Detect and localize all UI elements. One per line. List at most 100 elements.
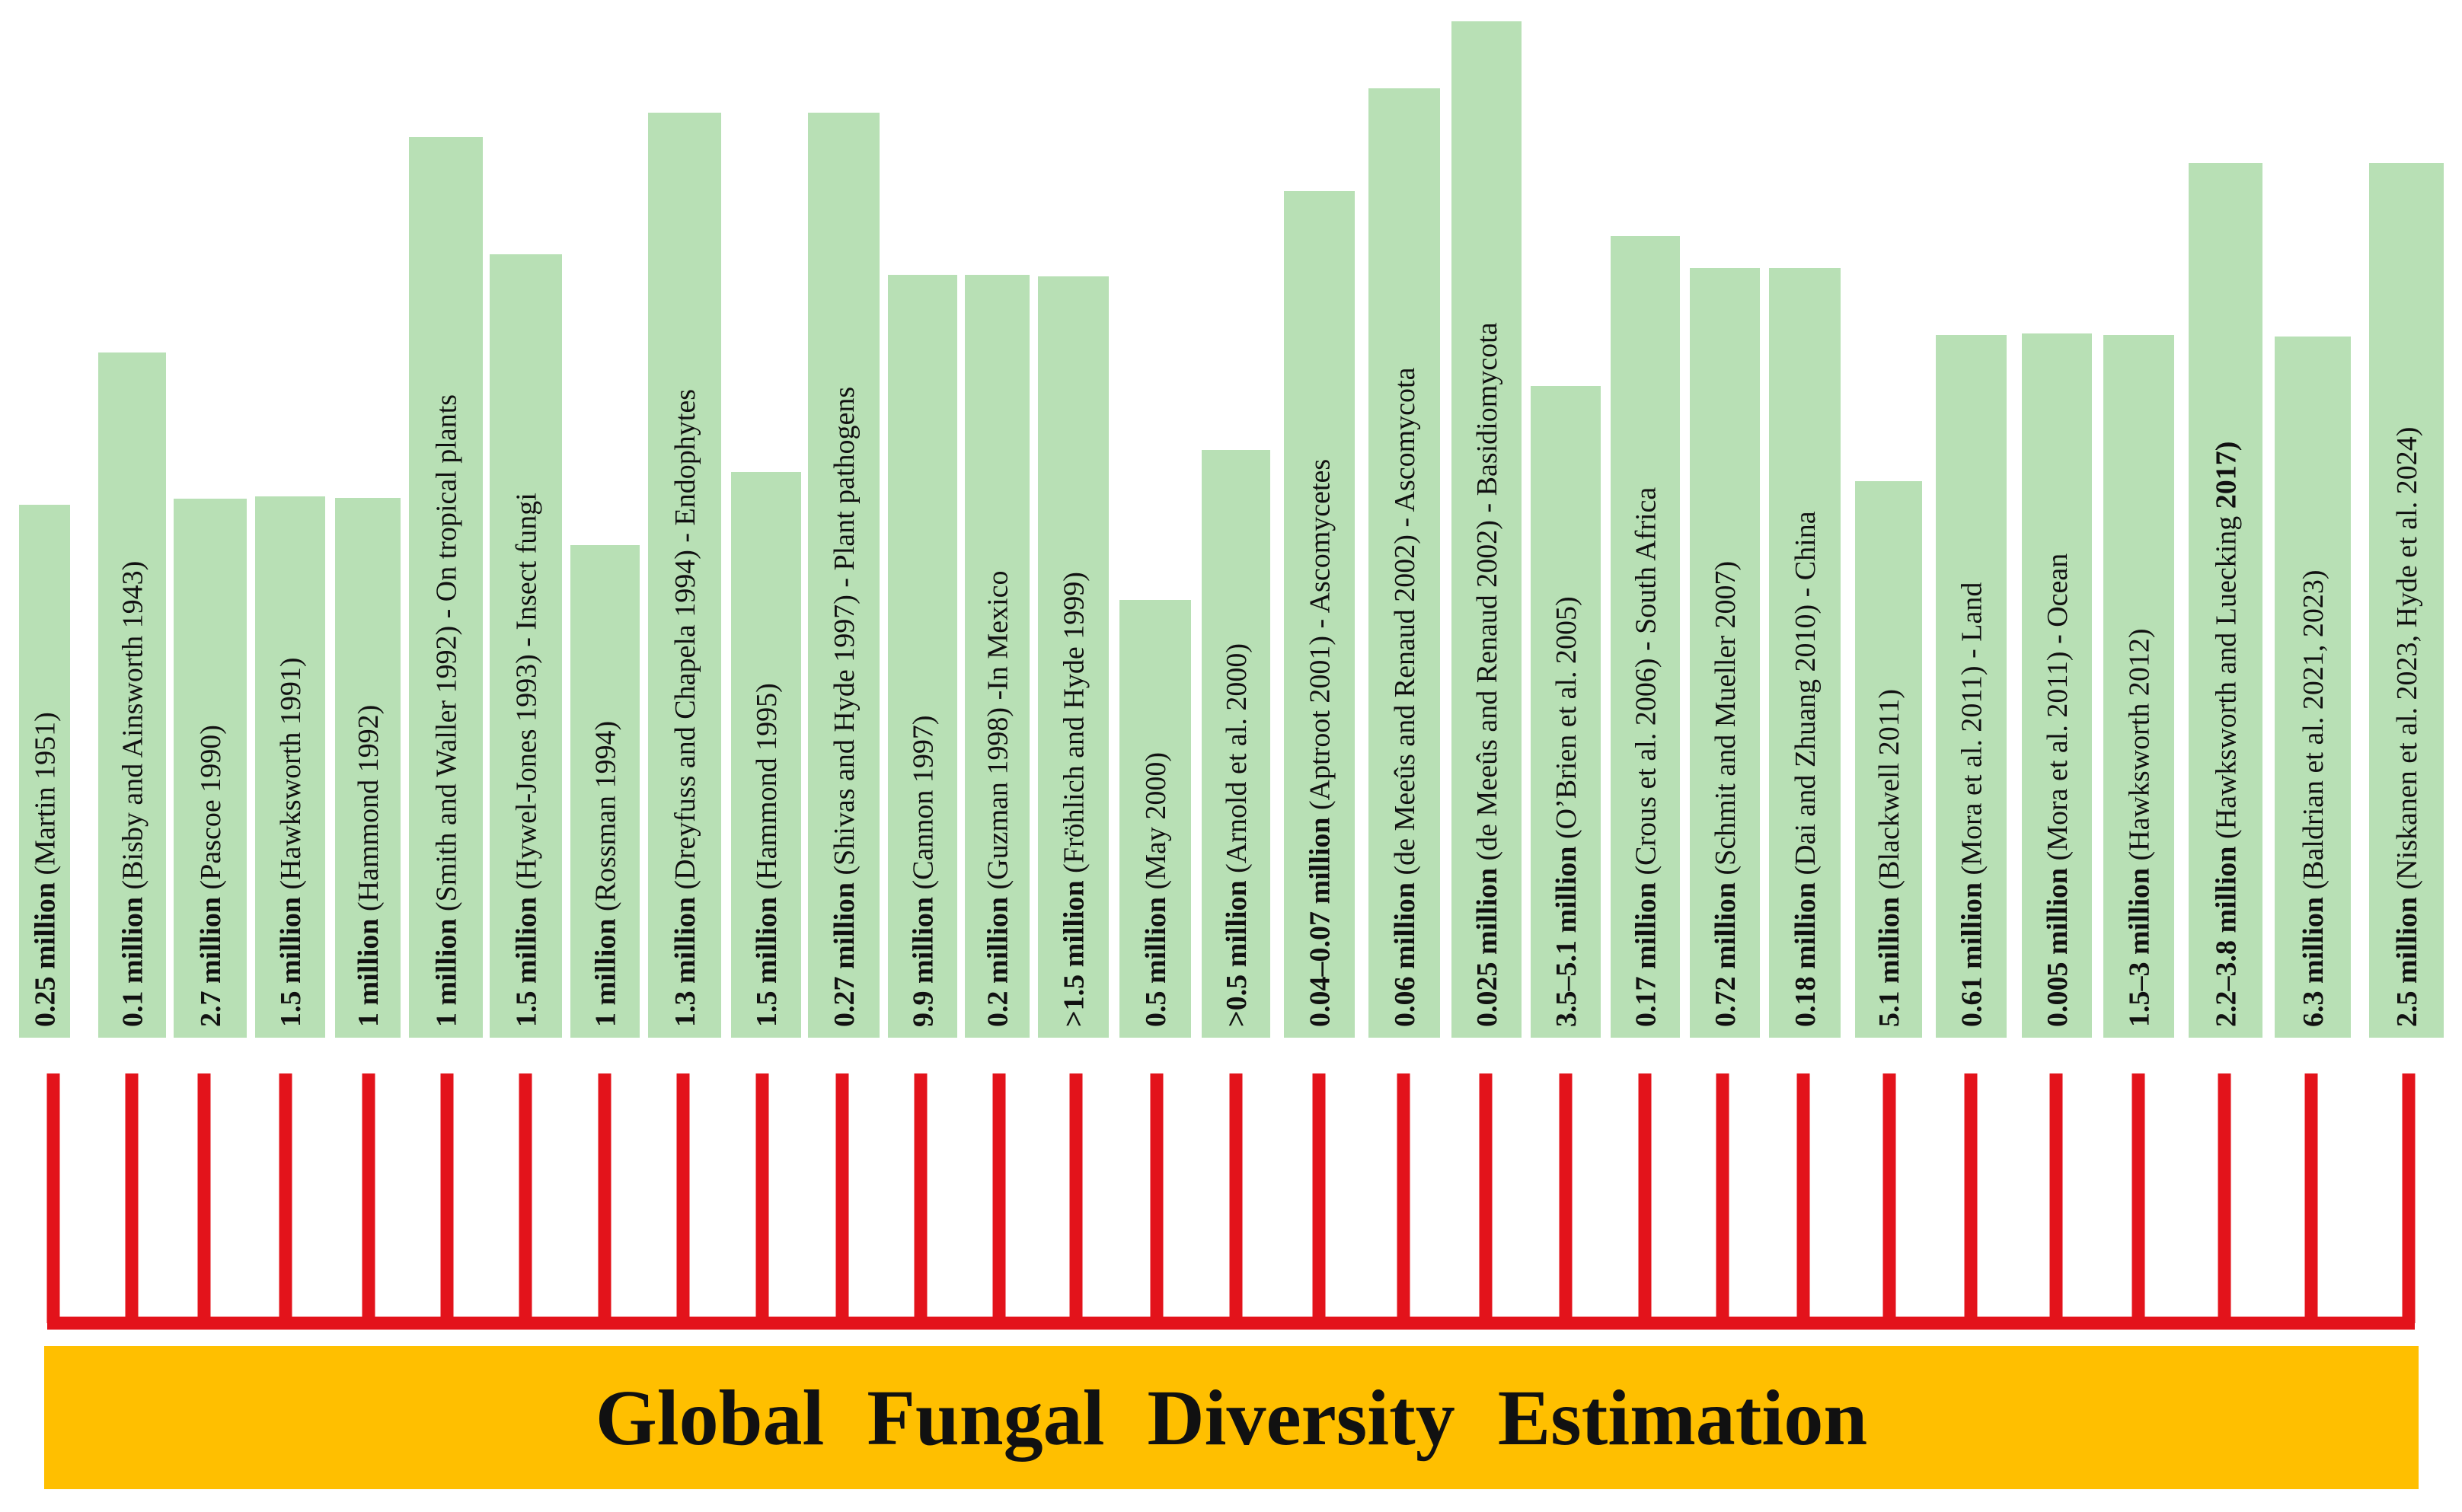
estimate-bar-box bbox=[570, 545, 640, 1038]
estimate-source: (Dreyfuss and Chapela 1994) - Endophytes bbox=[669, 389, 701, 897]
estimate-bar-box bbox=[731, 472, 801, 1038]
estimate-bar: 0.72 million (Schmit and Mueller 2007) bbox=[1690, 268, 1760, 1038]
estimate-bar: 0.06 million (de Meeûs and Renaud 2002) … bbox=[1368, 88, 1440, 1038]
estimate-source: (Schmit and Mueller 2007) bbox=[1710, 561, 1742, 882]
estimate-value: 1.3 million bbox=[669, 897, 701, 1027]
estimate-value: 0.2 million bbox=[982, 897, 1014, 1027]
estimate-value: 0.5 million bbox=[1140, 897, 1172, 1027]
estimate-label: 9.9 million (Cannon 1997) bbox=[908, 715, 940, 1027]
estimate-bar: 1.5–3 million (Hawksworth 2012) bbox=[2103, 335, 2174, 1038]
estimate-value: 0.04–0.07 million bbox=[1304, 817, 1336, 1027]
estimate-label: 2.7 million (Pascoe 1990) bbox=[195, 725, 227, 1027]
estimate-label: 0.06 million (de Meeûs and Renaud 2002) … bbox=[1389, 367, 1421, 1027]
estimate-bar-box bbox=[1119, 600, 1191, 1038]
estimate-source: (Guzman 1998) -In Mexico bbox=[982, 571, 1014, 897]
estimate-value: 1.5 million bbox=[751, 897, 783, 1027]
estimate-source: (de Meeûs and Renaud 2002) - Ascomycota bbox=[1389, 367, 1421, 882]
estimate-source: (Mora et al. 2011) - Land bbox=[1956, 582, 1988, 882]
estimate-bar: >0.5 million (Arnold et al. 2000) bbox=[1202, 450, 1270, 1038]
estimate-bar-box bbox=[2022, 333, 2092, 1038]
estimate-source: (Bisby and Ainsworth 1943) bbox=[117, 561, 149, 897]
estimate-source: (Dai and Zhuang 2010) - China bbox=[1790, 511, 1822, 882]
estimate-label: 0.25 million (Martin 1951) bbox=[30, 712, 62, 1027]
estimate-label: 1.5 million (Hawksworth 1991) bbox=[275, 657, 307, 1027]
estimate-source: (Hawksworth 2012) bbox=[2124, 628, 2156, 868]
estimate-value: 2.7 million bbox=[195, 897, 227, 1027]
estimate-value: >0.5 million bbox=[1221, 880, 1253, 1027]
estimate-source: (Shivas and Hyde 1997) - Plant pathogens bbox=[829, 387, 861, 882]
estimate-bar: 0.2 million (Guzman 1998) -In Mexico bbox=[965, 275, 1030, 1038]
estimate-bar: 1.5 million (Hammond 1995) bbox=[731, 472, 801, 1038]
estimate-value: 0.25 million bbox=[30, 882, 62, 1027]
estimate-value: 0.06 million bbox=[1389, 882, 1421, 1027]
estimate-label: 0.18 million (Dai and Zhuang 2010) - Chi… bbox=[1790, 511, 1822, 1027]
estimate-source: (Hawksworth 1991) bbox=[275, 657, 307, 897]
estimate-bar-box bbox=[1531, 386, 1601, 1038]
estimate-source-year: 2017) bbox=[2211, 442, 2243, 509]
estimate-bar: 0.18 million (Dai and Zhuang 2010) - Chi… bbox=[1769, 268, 1841, 1038]
estimate-value: 0.61 million bbox=[1956, 882, 1988, 1027]
estimate-label: 0.27 million (Shivas and Hyde 1997) - Pl… bbox=[829, 387, 861, 1027]
estimate-value: >1.5 million bbox=[1059, 880, 1090, 1027]
estimate-bar: 0.17 million (Crous et al. 2006) - South… bbox=[1611, 236, 1680, 1038]
banner-title: Global Fungal Diversity Estimation bbox=[595, 1373, 1868, 1462]
estimate-bar: 5.1 million (Blackwell 2011) bbox=[1855, 481, 1922, 1038]
estimate-bar-box bbox=[2189, 163, 2262, 1038]
estimate-bar: 0.04–0.07 million (Aptroot 2001) - Ascom… bbox=[1284, 191, 1355, 1038]
estimate-bar: 3.5–5.1 million (O’Brien et al. 2005) bbox=[1531, 386, 1601, 1038]
estimate-bar-box bbox=[2369, 163, 2444, 1038]
estimate-bar: 1.3 million (Dreyfuss and Chapela 1994) … bbox=[648, 113, 721, 1038]
estimate-value: 0.17 million bbox=[1630, 882, 1662, 1027]
estimate-label: 0.1 million (Bisby and Ainsworth 1943) bbox=[117, 561, 149, 1027]
estimate-bar-box bbox=[174, 499, 247, 1038]
estimate-value: 6.3 million bbox=[2298, 897, 2329, 1027]
estimate-value: 0.1 million bbox=[117, 897, 149, 1027]
estimate-bar-box bbox=[1038, 276, 1109, 1038]
connector-lines bbox=[46, 1073, 2416, 1330]
estimate-bar-box bbox=[1451, 21, 1522, 1038]
estimate-bar-box bbox=[335, 498, 401, 1038]
estimate-source: (Hammond 1992) bbox=[353, 705, 385, 919]
estimate-value: 1 million bbox=[590, 918, 622, 1027]
estimate-value: 2.2–3.8 million bbox=[2211, 846, 2243, 1027]
estimate-label: 0.17 million (Crous et al. 2006) - South… bbox=[1630, 487, 1662, 1027]
estimate-label: >0.5 million (Arnold et al. 2000) bbox=[1221, 643, 1253, 1027]
estimate-source: (Martin 1951) bbox=[30, 712, 62, 882]
estimate-value: 3.5–5.1 million bbox=[1550, 846, 1582, 1027]
estimate-label: 1.5 million (Hammond 1995) bbox=[751, 683, 783, 1027]
estimate-label: 1.5–3 million (Hawksworth 2012) bbox=[2124, 628, 2156, 1027]
estimate-source: (Baldrian et al. 2021, 2023) bbox=[2298, 569, 2329, 897]
estimate-bar: 0.5 million (May 2000) bbox=[1119, 600, 1191, 1038]
estimate-bar: 0.005 million (Mora et al. 2011) - Ocean bbox=[2022, 333, 2092, 1038]
estimate-value: 0.025 million bbox=[1471, 868, 1503, 1027]
estimate-label: 3.5–5.1 million (O’Brien et al. 2005) bbox=[1550, 596, 1582, 1027]
estimate-source: (Rossman 1994) bbox=[590, 721, 622, 919]
estimate-value: 1.5 million bbox=[275, 897, 307, 1027]
title-banner: Global Fungal Diversity Estimation bbox=[44, 1346, 2419, 1489]
estimate-bar: 1 million (Hammond 1992) bbox=[335, 498, 401, 1038]
estimate-bar-box bbox=[98, 352, 166, 1038]
estimate-bar: 9.9 million (Cannon 1997) bbox=[888, 275, 957, 1038]
estimate-label: 1.3 million (Dreyfuss and Chapela 1994) … bbox=[669, 389, 701, 1027]
estimate-bar: 0.61 million (Mora et al. 2011) - Land bbox=[1936, 335, 2007, 1038]
estimate-bar-box bbox=[19, 505, 70, 1038]
estimate-label: 1.5 million (Hywel-Jones 1993) - Insect … bbox=[511, 493, 543, 1027]
estimate-value: 5.1 million bbox=[1873, 897, 1905, 1027]
estimate-bar: 0.025 million (de Meeûs and Renaud 2002)… bbox=[1451, 21, 1522, 1038]
estimate-bar-box bbox=[1936, 335, 2007, 1038]
estimate-label: 5.1 million (Blackwell 2011) bbox=[1873, 689, 1905, 1027]
estimate-label: 2.2–3.8 million (Hawksworth and Luecking… bbox=[2211, 442, 2243, 1027]
estimate-label: 0.61 million (Mora et al. 2011) - Land bbox=[1956, 582, 1988, 1027]
estimate-bar: 6.3 million (Baldrian et al. 2021, 2023) bbox=[2275, 337, 2351, 1038]
estimate-label: 0.04–0.07 million (Aptroot 2001) - Ascom… bbox=[1304, 459, 1336, 1027]
estimate-bar: 0.1 million (Bisby and Ainsworth 1943) bbox=[98, 352, 166, 1038]
estimate-source: (May 2000) bbox=[1140, 752, 1172, 897]
estimate-source: (Arnold et al. 2000) bbox=[1221, 643, 1253, 880]
estimate-value: 1.5 million bbox=[511, 897, 543, 1027]
estimate-value: 0.18 million bbox=[1790, 882, 1822, 1027]
estimate-label: 0.5 million (May 2000) bbox=[1140, 752, 1172, 1027]
estimate-source: (Niskanen et al. 2023, Hyde et al. 2024) bbox=[2391, 427, 2423, 897]
estimate-bar: 1.5 million (Hawksworth 1991) bbox=[255, 496, 325, 1038]
estimate-bar-box bbox=[2275, 337, 2351, 1038]
